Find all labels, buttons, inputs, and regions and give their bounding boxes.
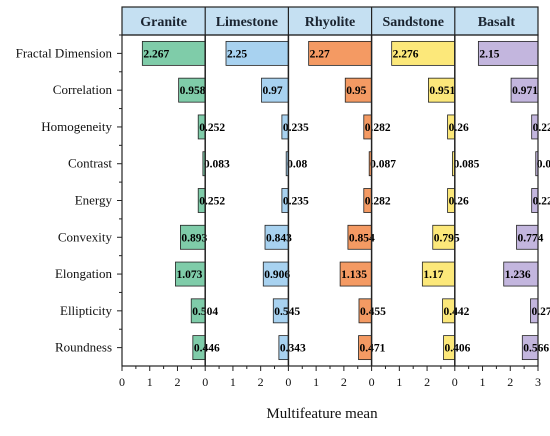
bar-limestone-0: [225, 40, 289, 66]
value-label: 1.073: [176, 269, 202, 281]
value-label: 0.26: [449, 122, 469, 134]
bar-sandstone-6: [421, 261, 456, 287]
value-label: 0.97: [262, 85, 282, 97]
value-label: 0.545: [274, 306, 300, 318]
value-label: 0.08: [287, 159, 307, 171]
value-label: 0.252: [199, 122, 225, 134]
value-label: 0.343: [280, 343, 306, 355]
x-tick-label: 2: [341, 375, 347, 389]
category-label: Homogeneity: [41, 119, 112, 134]
value-label: 0.843: [266, 232, 292, 244]
value-label: 2.27: [310, 48, 330, 60]
x-tick-label: 2: [507, 375, 513, 389]
value-label: 0.228: [533, 122, 550, 134]
value-label: 2.276: [393, 48, 419, 60]
value-label: 0.081: [537, 159, 550, 171]
value-label: 0.854: [349, 232, 375, 244]
x-tick-label: 2: [174, 375, 180, 389]
value-label: 2.15: [479, 48, 499, 60]
x-tick-label: 0: [202, 375, 208, 389]
value-label: 0.406: [445, 343, 471, 355]
value-label: 2.267: [143, 48, 169, 60]
x-tick-label: 1: [313, 375, 319, 389]
value-label: 0.083: [204, 159, 230, 171]
panel-header-granite: Granite: [140, 15, 187, 30]
value-label: 1.236: [505, 269, 531, 281]
value-label: 0.971: [512, 85, 538, 97]
value-label: 0.282: [365, 196, 391, 208]
bar-sandstone-0: [391, 40, 456, 66]
category-label: Ellipticity: [60, 303, 112, 318]
value-label: 0.446: [194, 343, 220, 355]
value-label: 0.228: [533, 196, 550, 208]
panel-header-basalt: Basalt: [478, 15, 516, 30]
value-label: 0.442: [444, 306, 470, 318]
x-tick-label: 1: [480, 375, 486, 389]
bar-granite-0: [141, 40, 206, 66]
value-label: 2.25: [227, 48, 247, 60]
panel-header-rhyolite: Rhyolite: [305, 15, 356, 30]
category-label: Energy: [75, 193, 113, 208]
bar-granite-5: [180, 224, 206, 250]
x-tick-label: 1: [230, 375, 236, 389]
panel-header-limestone: Limestone: [216, 15, 278, 30]
value-label: 1.135: [341, 269, 367, 281]
x-tick-label: 0: [452, 375, 458, 389]
category-label: Roundness: [55, 340, 112, 355]
value-label: 0.566: [523, 343, 549, 355]
value-label: 0.471: [360, 343, 386, 355]
x-tick-label: 1: [396, 375, 402, 389]
value-label: 0.235: [283, 122, 309, 134]
category-label: Correlation: [53, 82, 113, 97]
bar-granite-1: [178, 77, 206, 103]
value-label: 0.893: [181, 232, 207, 244]
value-label: 0.774: [518, 232, 544, 244]
category-label: Contrast: [68, 156, 112, 171]
value-label: 0.085: [453, 159, 479, 171]
value-label: 0.26: [449, 196, 469, 208]
value-label: 0.795: [434, 232, 460, 244]
value-label: 0.906: [264, 269, 290, 281]
x-tick-label: 0: [369, 375, 375, 389]
bar-basalt-6: [503, 261, 539, 287]
x-tick-label: 3: [535, 375, 541, 389]
x-tick-label: 2: [258, 375, 264, 389]
value-label: 0.95: [346, 85, 366, 97]
bar-limestone-1: [261, 77, 289, 103]
value-label: 0.235: [283, 196, 309, 208]
x-tick-label: 2: [424, 375, 430, 389]
value-label: 1.17: [423, 269, 443, 281]
category-label: Convexity: [58, 229, 113, 244]
x-axis-title: Multifeature mean: [266, 406, 378, 422]
x-tick-label: 0: [285, 375, 291, 389]
category-label: Elongation: [55, 266, 113, 281]
value-label: 0.455: [360, 306, 386, 318]
panel-header-sandstone: Sandstone: [382, 15, 443, 30]
bar-sandstone-1: [428, 77, 456, 103]
bar-granite-6: [175, 261, 206, 287]
category-label: Fractal Dimension: [16, 45, 113, 60]
value-label: 0.27: [532, 306, 550, 318]
header-strip: [121, 6, 539, 36]
value-label: 0.087: [370, 159, 396, 171]
x-tick-label: 1: [147, 375, 153, 389]
x-tick-label: 0: [119, 375, 125, 389]
value-label: 0.951: [429, 85, 455, 97]
bar-basalt-1: [510, 77, 539, 103]
value-label: 0.282: [365, 122, 391, 134]
value-label: 0.958: [180, 85, 206, 97]
bar-rhyolite-1: [344, 77, 372, 103]
bar-rhyolite-0: [308, 40, 372, 66]
value-label: 0.252: [199, 196, 225, 208]
